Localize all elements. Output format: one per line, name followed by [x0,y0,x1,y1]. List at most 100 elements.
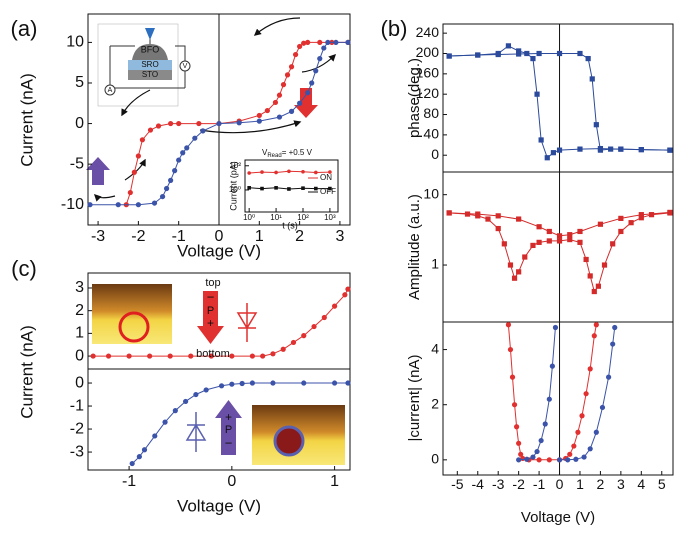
annotation: − [225,435,233,450]
point [610,341,616,347]
point [272,99,279,106]
point [135,153,141,159]
point [188,353,194,359]
y-tick-label: 10² [229,161,241,170]
point [593,122,599,128]
point [534,448,540,455]
point [328,170,332,174]
annotation: top [205,277,220,289]
y-tick-label: 240 [416,24,440,40]
point [147,127,154,133]
x-tick-label: -1 [533,476,546,492]
point [155,123,162,129]
point [597,146,604,152]
y-tick-label: 1 [75,325,84,342]
point [288,64,295,70]
point [501,241,507,247]
point [595,283,601,289]
annotation: A [108,87,113,94]
point [530,242,536,249]
point [556,238,563,244]
point [567,232,573,238]
point [345,380,351,386]
point [176,120,182,127]
x-axis-label: Voltage (V) [177,241,261,260]
x-tick-label: 0 [227,473,236,490]
point [597,221,604,227]
point [544,155,550,161]
point [168,177,174,183]
y-tick-label: 0 [75,347,84,364]
point [536,224,542,230]
point [247,171,251,175]
point [172,168,178,174]
point [638,147,644,153]
series-line [559,327,616,461]
point [301,169,305,174]
annotation: P [207,305,214,317]
point [229,353,235,359]
point [556,233,563,239]
point [274,186,278,190]
point [342,292,348,298]
y-axis-label: Current (pA) [228,161,238,211]
point [511,275,518,281]
inset-title-part: V [262,148,268,157]
point [530,55,536,62]
point [638,212,644,218]
point [301,380,307,386]
x-tick-label: 10³ [324,213,336,222]
point [305,39,311,46]
point [309,80,315,86]
point [172,408,178,414]
point [127,189,133,196]
point [311,323,317,330]
annotation: + [225,410,232,424]
point [556,50,563,57]
point [208,353,214,359]
point [317,39,323,46]
point [516,269,522,275]
point [216,120,222,127]
point [577,50,583,57]
point [585,55,591,62]
point [90,353,96,359]
point [164,185,170,192]
polarization-arrow [215,400,242,455]
point [593,429,599,435]
point [139,137,146,143]
point [485,216,491,222]
point [591,333,597,339]
y-tick-label: 80 [423,105,439,121]
point [193,391,199,398]
point [538,137,544,143]
point [229,381,235,387]
point [328,186,332,191]
legend-label: OFF [320,187,336,196]
point [667,209,673,215]
point [583,391,589,397]
point [129,460,135,467]
point [280,346,286,352]
x-tick-label: 3 [617,476,625,492]
annotation: SRO [141,60,158,69]
point [522,254,528,260]
legend-label: ON [320,173,332,182]
x-tick-label: 1 [255,228,264,245]
point [628,220,634,226]
point [514,424,520,430]
point [249,380,255,386]
x-tick-label: -3 [492,476,505,492]
point [247,186,251,190]
point [546,396,552,402]
point [507,262,514,268]
panel-label: (b) [381,16,408,41]
point [325,39,331,46]
point [538,437,544,444]
inset-title-part: = +0.5 V [282,148,313,157]
y-tick-label: -10 [61,196,84,213]
diode [185,412,207,452]
series-line [507,324,597,461]
point [301,186,305,190]
point [162,419,168,425]
